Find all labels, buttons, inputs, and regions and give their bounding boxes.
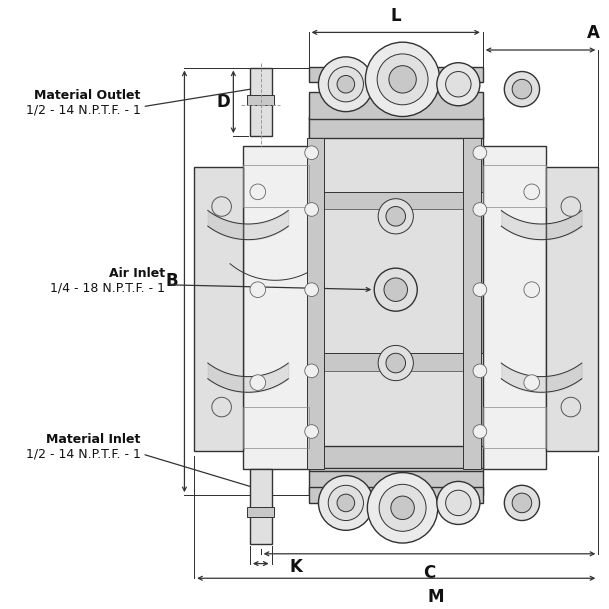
Circle shape xyxy=(365,42,440,116)
Bar xyxy=(309,116,483,471)
Circle shape xyxy=(304,203,319,216)
Circle shape xyxy=(337,494,354,512)
Text: C: C xyxy=(423,563,435,582)
Circle shape xyxy=(377,54,428,105)
Bar xyxy=(243,407,309,448)
Circle shape xyxy=(304,146,319,160)
Circle shape xyxy=(328,485,364,521)
Circle shape xyxy=(524,282,540,298)
Bar xyxy=(309,353,483,371)
Circle shape xyxy=(561,197,580,216)
Bar xyxy=(309,471,483,495)
Circle shape xyxy=(446,490,471,516)
Circle shape xyxy=(437,481,480,524)
Text: K: K xyxy=(289,558,302,577)
Circle shape xyxy=(473,146,487,160)
Circle shape xyxy=(319,476,373,530)
Bar xyxy=(483,407,546,448)
Circle shape xyxy=(212,397,231,417)
Text: D: D xyxy=(217,93,230,111)
Text: L: L xyxy=(390,7,401,24)
Circle shape xyxy=(524,184,540,200)
Circle shape xyxy=(437,63,480,106)
Circle shape xyxy=(367,473,438,543)
Bar xyxy=(309,116,483,138)
Circle shape xyxy=(524,375,540,390)
Bar xyxy=(194,167,243,451)
Bar xyxy=(463,138,481,469)
Bar xyxy=(309,92,483,119)
Circle shape xyxy=(473,203,487,216)
Text: A: A xyxy=(586,24,599,42)
Bar xyxy=(309,66,483,82)
Circle shape xyxy=(378,199,414,234)
Circle shape xyxy=(512,79,532,99)
Circle shape xyxy=(304,424,319,438)
Circle shape xyxy=(378,345,414,381)
Circle shape xyxy=(304,364,319,378)
Bar xyxy=(307,138,325,469)
Bar xyxy=(250,68,272,136)
Text: Air Inlet: Air Inlet xyxy=(109,267,165,280)
Circle shape xyxy=(504,71,540,107)
Circle shape xyxy=(386,353,406,373)
Circle shape xyxy=(446,71,471,97)
Bar xyxy=(309,446,483,468)
Circle shape xyxy=(473,424,487,438)
Circle shape xyxy=(384,278,407,301)
Bar xyxy=(309,192,483,209)
Circle shape xyxy=(250,184,266,200)
Text: 1/4 - 18 N.P.T.F. - 1: 1/4 - 18 N.P.T.F. - 1 xyxy=(50,281,165,295)
Circle shape xyxy=(319,57,373,111)
Circle shape xyxy=(504,485,540,521)
Circle shape xyxy=(561,397,580,417)
Bar xyxy=(247,95,275,105)
Circle shape xyxy=(391,496,414,519)
Text: 1/2 - 14 N.P.T.F. - 1: 1/2 - 14 N.P.T.F. - 1 xyxy=(26,448,141,461)
Circle shape xyxy=(337,76,354,93)
Circle shape xyxy=(250,282,266,298)
Circle shape xyxy=(304,283,319,297)
Circle shape xyxy=(473,364,487,378)
Circle shape xyxy=(212,197,231,216)
Bar xyxy=(309,487,483,503)
Bar xyxy=(483,146,546,469)
Bar xyxy=(546,167,598,451)
Bar xyxy=(243,166,309,206)
Circle shape xyxy=(386,206,406,226)
Text: M: M xyxy=(427,588,443,606)
Bar xyxy=(250,469,272,544)
Bar xyxy=(247,507,275,516)
Bar xyxy=(483,166,546,206)
Circle shape xyxy=(374,268,417,311)
Text: Material Outlet: Material Outlet xyxy=(34,89,141,102)
Circle shape xyxy=(250,375,266,390)
Circle shape xyxy=(389,66,417,93)
Circle shape xyxy=(379,484,426,531)
Circle shape xyxy=(328,66,364,102)
Bar xyxy=(243,146,309,469)
Text: B: B xyxy=(166,272,178,290)
Circle shape xyxy=(473,283,487,297)
Circle shape xyxy=(512,493,532,513)
Text: 1/2 - 14 N.P.T.F. - 1: 1/2 - 14 N.P.T.F. - 1 xyxy=(26,104,141,116)
Text: Material Inlet: Material Inlet xyxy=(46,433,141,446)
